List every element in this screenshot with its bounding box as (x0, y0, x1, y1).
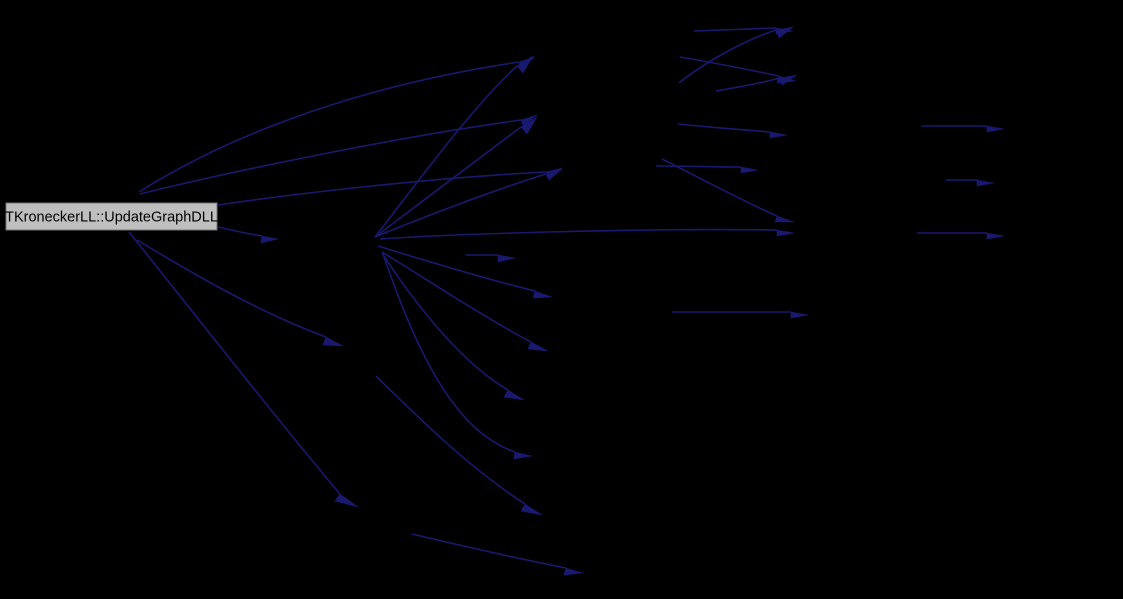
edge-line (693, 27, 777, 32)
arrowhead-icon (986, 232, 1005, 240)
call-graph-edge (678, 26, 794, 84)
edge-line (379, 228, 778, 240)
call-graph-edge (917, 232, 1005, 240)
edges-layer (128, 26, 1005, 576)
arrowhead-icon (334, 493, 359, 508)
edge-line (377, 245, 536, 292)
arrowhead-icon (520, 503, 543, 516)
edge-line (678, 29, 777, 84)
call-graph-edge (677, 123, 788, 139)
arrowhead-icon (520, 114, 538, 127)
call-graph-edge (671, 311, 809, 319)
arrowhead-icon (503, 389, 525, 401)
edge-line (374, 65, 518, 238)
arrowhead-icon (769, 131, 788, 139)
arrowhead-icon (513, 451, 533, 460)
arrowhead-icon (740, 166, 759, 174)
call-graph-edge (138, 56, 536, 193)
arrowhead-icon (260, 235, 279, 244)
edge-line (661, 158, 778, 217)
call-graph-edge (411, 533, 584, 576)
edge-line (382, 253, 516, 453)
edge-line (677, 123, 771, 133)
call-graph-edge (139, 114, 538, 195)
arrowhead-icon (532, 290, 553, 299)
arrowhead-icon (986, 125, 1005, 133)
edge-line (139, 119, 522, 195)
edge-line (381, 252, 509, 391)
arrowhead-icon (516, 55, 534, 74)
edge-line (655, 165, 742, 168)
call-graph-edge (379, 228, 795, 240)
call-graph-edge (715, 74, 798, 92)
arrowhead-icon (779, 74, 798, 86)
arrowhead-icon (497, 254, 516, 263)
call-graph-edge (374, 55, 534, 238)
call-graph-edge (946, 179, 995, 187)
call-graph-edge (377, 245, 553, 299)
edge-line (128, 231, 341, 495)
root-node-box[interactable] (5, 202, 218, 231)
arrowhead-icon (545, 168, 563, 181)
root-node-layer: TKroneckerLL::UpdateGraphDLL (5, 202, 218, 231)
arrowhead-icon (527, 341, 549, 352)
edge-line (679, 56, 780, 77)
arrowhead-icon (520, 116, 538, 135)
call-graph-edge (375, 375, 543, 516)
call-graph-edge (217, 226, 279, 244)
call-graph-edge (128, 231, 359, 508)
root-node-label: TKroneckerLL::UpdateGraphDLL (5, 209, 218, 225)
edge-line (374, 126, 522, 238)
edge-line (411, 533, 567, 569)
call-graph-edge (466, 254, 516, 263)
edge-line (136, 239, 327, 338)
call-graph-edge (921, 125, 1005, 133)
arrowhead-icon (775, 26, 794, 39)
call-graph-edge (382, 253, 533, 460)
edge-line (381, 251, 532, 343)
arrowhead-icon (322, 336, 344, 347)
arrowhead-icon (790, 311, 809, 319)
edge-line (374, 173, 547, 238)
edge-line (217, 171, 547, 206)
call-graph-edge (374, 116, 538, 238)
edge-line (375, 375, 526, 505)
arrowhead-icon (976, 179, 995, 187)
arrowhead-icon (774, 215, 795, 223)
call-graph-edge (661, 158, 795, 223)
arrowhead-icon (776, 229, 795, 237)
call-graph-edge (381, 251, 549, 352)
call-graph-edge (655, 165, 759, 174)
call-graph-edge (374, 168, 563, 238)
call-graph-edge (136, 239, 344, 347)
edge-line (715, 77, 781, 92)
edge-line (138, 61, 520, 193)
edge-line (217, 226, 263, 237)
arrowhead-icon (563, 567, 584, 576)
call-graph-edge (381, 252, 525, 401)
